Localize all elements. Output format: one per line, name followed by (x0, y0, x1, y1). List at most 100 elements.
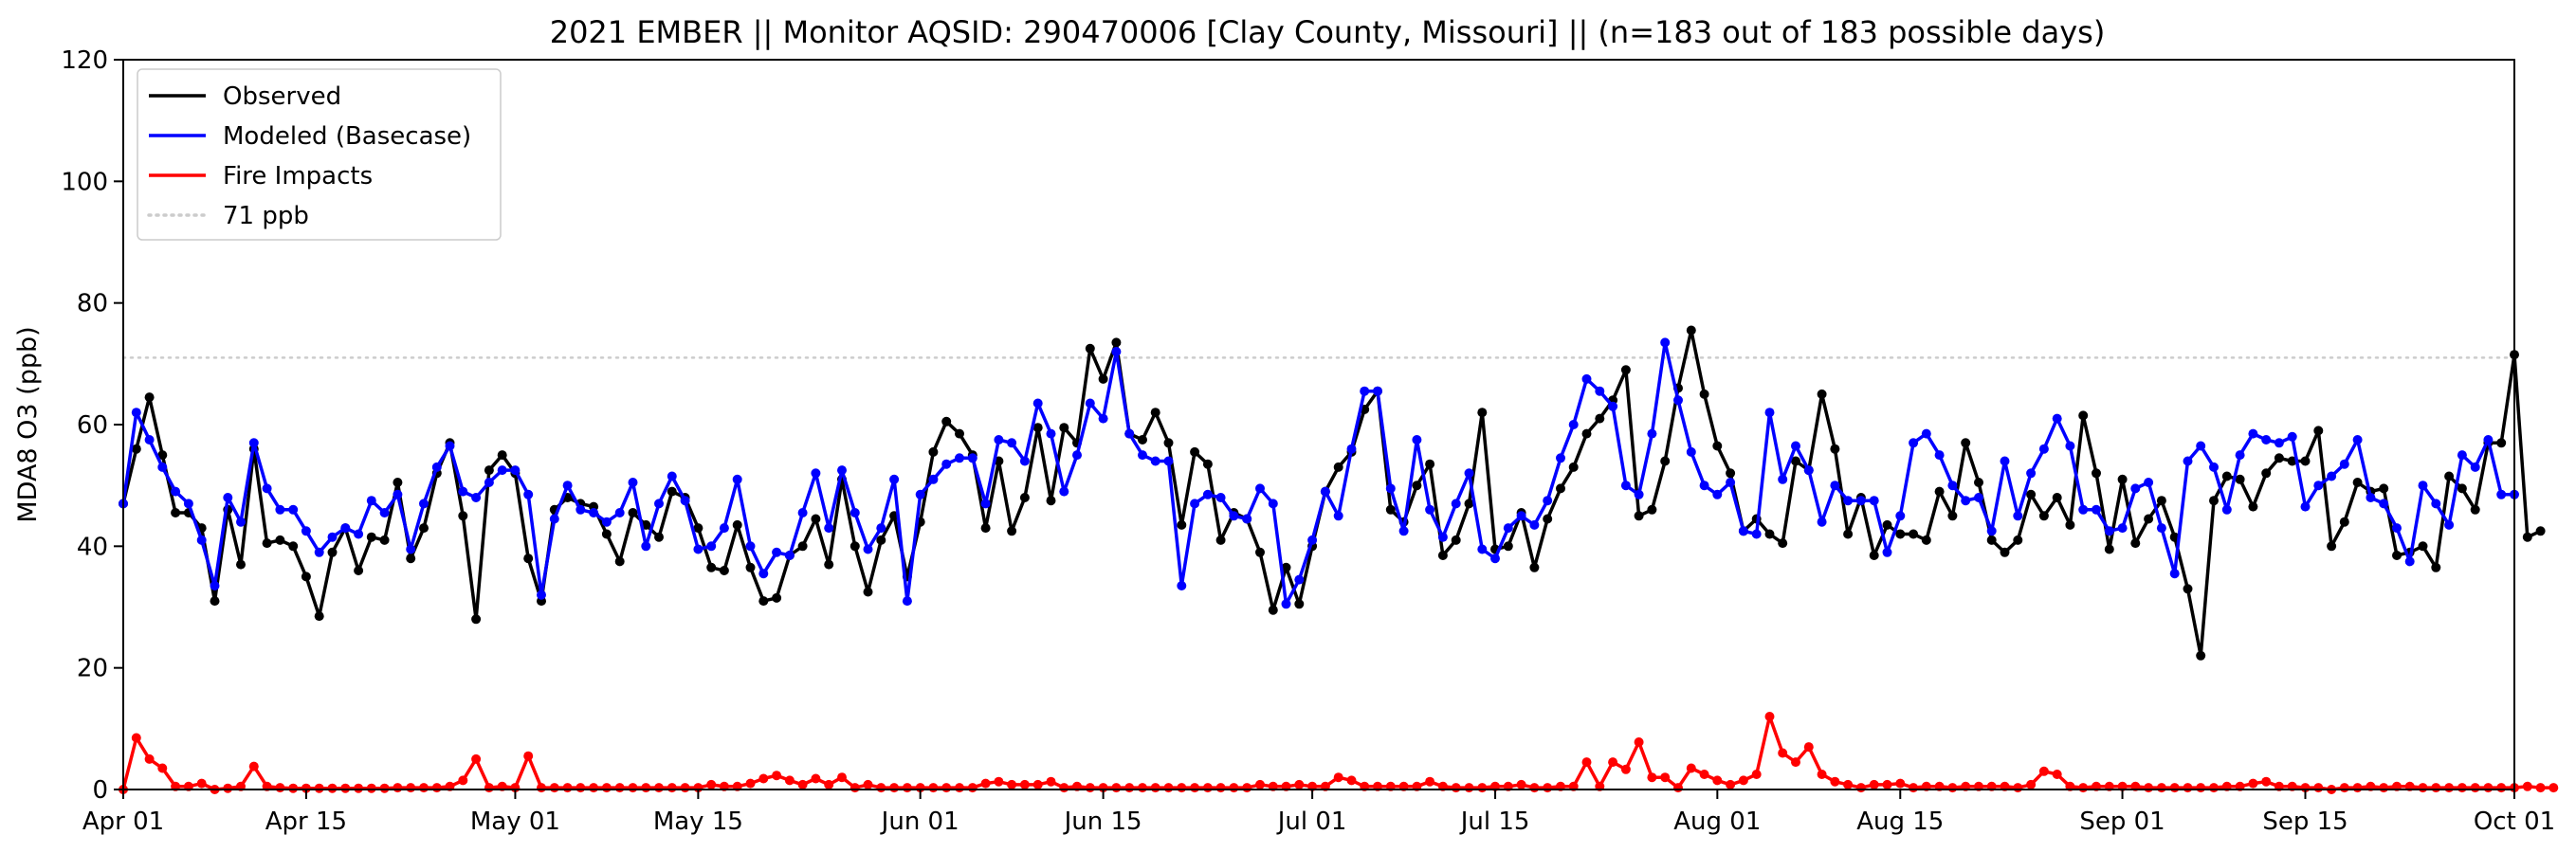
data-point (354, 529, 364, 539)
legend-label-fire-impacts: Fire Impacts (223, 162, 373, 191)
data-point (2444, 471, 2455, 481)
data-point (471, 753, 482, 764)
data-point (445, 441, 455, 451)
data-point (1516, 511, 1526, 521)
data-point (2196, 650, 2206, 661)
data-point (1215, 493, 1226, 502)
data-point (314, 611, 324, 622)
data-point (2248, 501, 2258, 512)
data-point (144, 392, 155, 403)
data-point (2457, 483, 2467, 494)
data-point (1634, 511, 1644, 521)
data-point (1791, 757, 1800, 768)
data-point (1177, 581, 1187, 590)
data-point (1046, 496, 1056, 506)
data-point (693, 544, 703, 554)
data-point (2078, 783, 2089, 793)
data-point (1751, 770, 1762, 779)
data-point (484, 478, 494, 487)
data-point (1215, 783, 1226, 793)
data-point (431, 783, 442, 793)
data-point (628, 508, 638, 517)
data-point (1294, 574, 1305, 585)
data-point (2379, 483, 2389, 494)
data-point (196, 535, 207, 545)
data-point (2352, 435, 2363, 445)
data-point (2379, 499, 2389, 509)
data-point (131, 444, 141, 454)
data-point (2130, 483, 2141, 494)
data-point (1673, 395, 1683, 406)
data-point (732, 474, 742, 484)
x-tick-label: Apr 01 (82, 808, 164, 836)
data-point (1581, 757, 1592, 768)
data-point (236, 559, 246, 570)
data-point (157, 462, 168, 472)
data-point (641, 541, 651, 552)
data-point (1477, 408, 1488, 418)
data-point (288, 504, 299, 515)
data-point (1556, 453, 1565, 463)
data-point (797, 508, 808, 517)
data-point (523, 751, 534, 761)
data-point (549, 514, 559, 524)
data-point (497, 450, 507, 461)
data-point (1556, 483, 1565, 494)
data-point (1294, 599, 1305, 609)
data-point (1007, 779, 1017, 789)
data-point (2431, 783, 2441, 793)
data-point (2339, 783, 2349, 793)
data-point (1947, 783, 1958, 793)
data-point (2313, 426, 2324, 436)
data-point (248, 438, 259, 448)
x-tick-label: May 01 (470, 808, 560, 836)
data-point (2418, 541, 2428, 552)
data-point (1437, 551, 1448, 560)
data-point (1961, 438, 1971, 448)
data-point (2052, 770, 2062, 779)
data-point (1843, 496, 1854, 506)
data-point (1163, 456, 1174, 466)
data-point (941, 783, 952, 793)
data-point (2431, 499, 2441, 509)
data-point (1425, 776, 1435, 787)
data-point (458, 511, 468, 521)
data-point (1425, 459, 1435, 469)
data-point (1085, 343, 1095, 354)
data-point (1046, 776, 1056, 787)
data-point (811, 468, 821, 479)
data-point (2013, 511, 2023, 521)
data-point (2209, 496, 2219, 506)
data-point (1255, 483, 1265, 494)
data-point (2000, 547, 2010, 557)
data-point (837, 465, 847, 476)
data-point (1817, 770, 1827, 779)
data-point (2287, 431, 2297, 442)
data-point (1138, 450, 1147, 461)
data-point (1032, 398, 1043, 408)
data-point (941, 416, 952, 426)
data-point (1281, 599, 1291, 609)
data-point (1686, 446, 1696, 457)
data-point (1778, 538, 1788, 549)
data-point (2026, 489, 2037, 499)
data-point (327, 532, 338, 542)
data-point (2156, 783, 2166, 793)
data-point (458, 775, 468, 786)
data-point (1660, 337, 1671, 348)
data-point (863, 587, 873, 597)
data-point (223, 783, 233, 793)
data-point (562, 481, 573, 491)
data-point (379, 508, 390, 517)
data-point (876, 523, 886, 534)
legend-label-observed: Observed (223, 82, 341, 111)
data-point (2235, 474, 2245, 484)
data-point (171, 508, 181, 517)
data-point (1477, 783, 1488, 793)
data-point (1529, 783, 1540, 793)
data-point (1177, 519, 1187, 530)
data-point (1803, 742, 1814, 753)
data-point (967, 453, 977, 463)
data-point (1673, 783, 1683, 793)
data-point (1543, 514, 1553, 524)
